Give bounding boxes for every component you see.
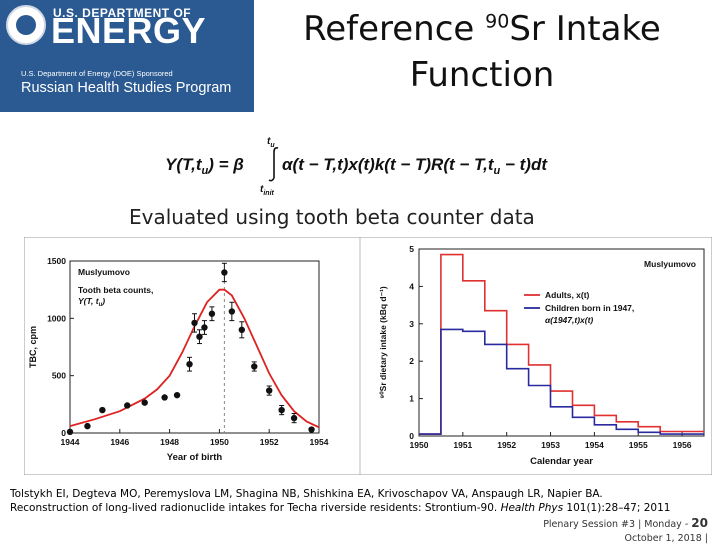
right-x-tick-label: 1951 (453, 440, 472, 450)
title-pre: Reference (303, 9, 486, 49)
logo-energy: ENERGY (51, 10, 207, 51)
left-data-point (308, 426, 315, 433)
citation: Tolstykh EI, Degteva MO, Peremyslova LM,… (10, 487, 718, 515)
left-x-tick-label: 1948 (160, 437, 179, 447)
right-y-tick-label: 4 (409, 281, 414, 291)
left-data-point (221, 269, 228, 276)
citation-line2-pre: Reconstruction of long-lived radionuclid… (10, 502, 501, 514)
right-x-tick-label: 1955 (629, 440, 648, 450)
intake-formula: Y(T,tu) = β tu tinit α(t − T,t)x(t)k(t −… (165, 136, 548, 196)
figure-panel: 1944 1946 1948 1950 1952 1954 0 500 1000 1500 Year… (24, 237, 712, 475)
formula-lhs: Y(T,tu) = β (165, 155, 244, 177)
left-data-point (208, 310, 216, 317)
left-plot-area (69, 260, 320, 434)
left-y-tick-label: 500 (52, 371, 66, 381)
formula-body: α(t − T,t)x(t)k(t − T)R(t − T,tu − t)dt (282, 155, 548, 177)
citation-line2-post: 101(1):28–47; 2011 (563, 502, 671, 514)
figure-frame (24, 237, 712, 475)
right-y-tick-label: 3 (409, 319, 414, 329)
logo-department: U.S. DEPARTMENT OF (53, 6, 192, 20)
right-x-tick-label: 1952 (497, 440, 516, 450)
left-data-point (251, 363, 258, 370)
left-y-tick-label: 0 (61, 428, 66, 438)
left-y-axis-label: TBC, cpm (28, 326, 38, 368)
sr-intake-chart: 1950 1951 1952 1953 1954 1955 1956 0 1 2 3 4 5 Calend… (378, 244, 705, 467)
left-legend-text: Tooth beta counts, (78, 285, 153, 295)
citation-journal: Health Phys (500, 502, 564, 514)
left-data-point (161, 394, 168, 401)
slide-title: Reference 90Sr Intake Function (272, 6, 692, 98)
left-data-point (228, 308, 236, 315)
left-data-point (238, 326, 246, 333)
left-data-point (196, 333, 203, 340)
right-plot-area (418, 248, 705, 437)
integral-sign-icon (268, 147, 279, 182)
tooth-beta-count-chart: 1944 1946 1948 1950 1952 1954 0 500 1000 1500 Year… (28, 256, 329, 463)
logo-program: Russian Health Studies Program (21, 80, 232, 96)
legend-children-label: Children born in 1947, (545, 303, 634, 313)
left-data-point (173, 391, 181, 399)
legend-adults-label: Adults, x(t) (545, 290, 590, 300)
left-data-point (141, 399, 148, 406)
slide-subtitle: Evaluated using tooth beta counter data (129, 205, 535, 229)
right-x-tick-label: 1950 (410, 440, 429, 450)
right-series-children-line (419, 328, 704, 435)
slide-footer: Plenary Session #3 | Monday - 20 October… (543, 516, 708, 546)
right-x-axis-label: Calendar year (530, 456, 593, 467)
left-data-point (84, 422, 91, 430)
right-y-tick-label: 2 (409, 356, 414, 366)
title-line2: Function (409, 55, 555, 95)
footer-date: October 1, 2018 | (624, 533, 708, 544)
left-data-point (201, 324, 208, 331)
doe-logo: U.S. DEPARTMENT OF ENERGY U.S. Departmen… (0, 0, 254, 112)
left-y-tick-label: 1000 (47, 313, 66, 323)
left-data-point (66, 428, 74, 436)
right-x-tick-label: 1956 (673, 440, 692, 450)
title-sup: 90 (485, 10, 510, 33)
citation-line2: Reconstruction of long-lived radionuclid… (10, 501, 718, 515)
legend-children-label-2: α(1947,t)x(t) (545, 315, 593, 325)
left-x-axis-label: Year of birth (167, 452, 223, 463)
left-x-tick-label: 1954 (310, 437, 329, 447)
footer-session: Plenary Session #3 | Monday - (543, 519, 689, 530)
formula-int-upper: tu (267, 136, 275, 149)
right-y-tick-label: 1 (409, 394, 414, 404)
slide-number: 20 (691, 516, 708, 530)
left-legend-text-2: Y(T, tu) (78, 296, 105, 308)
right-x-tick-label: 1954 (585, 440, 604, 450)
citation-line1: Tolstykh EI, Degteva MO, Peremyslova LM,… (10, 488, 603, 500)
title-post: Sr Intake (509, 9, 661, 49)
left-data-point (290, 414, 298, 422)
left-x-tick-label: 1944 (61, 437, 80, 447)
left-data-point (191, 319, 198, 327)
left-x-tick-label: 1950 (210, 437, 229, 447)
left-x-tick-label: 1952 (260, 437, 279, 447)
right-y-tick-label: 0 (409, 431, 414, 441)
right-y-axis-label: ⁹⁰Sr dietary intake (kBq d⁻¹) (378, 286, 388, 399)
left-fit-curve (69, 288, 320, 429)
left-data-point (99, 406, 106, 414)
right-y-tick-label: 5 (409, 244, 414, 254)
left-chart-title: Muslyumovo (78, 267, 130, 277)
left-data-point (278, 406, 285, 414)
left-data-point (266, 387, 273, 394)
right-x-tick-label: 1953 (541, 440, 560, 450)
logo-sponsor: U.S. Department of Energy (DOE) Sponsore… (21, 69, 173, 78)
right-chart-title: Muslyumovo (644, 259, 696, 269)
doe-seal-icon (6, 5, 46, 45)
left-y-tick-label: 1500 (47, 256, 66, 266)
left-x-tick-label: 1946 (110, 437, 129, 447)
left-data-point (124, 402, 131, 409)
formula-int-lower: tinit (260, 184, 275, 196)
left-data-point (186, 361, 193, 368)
